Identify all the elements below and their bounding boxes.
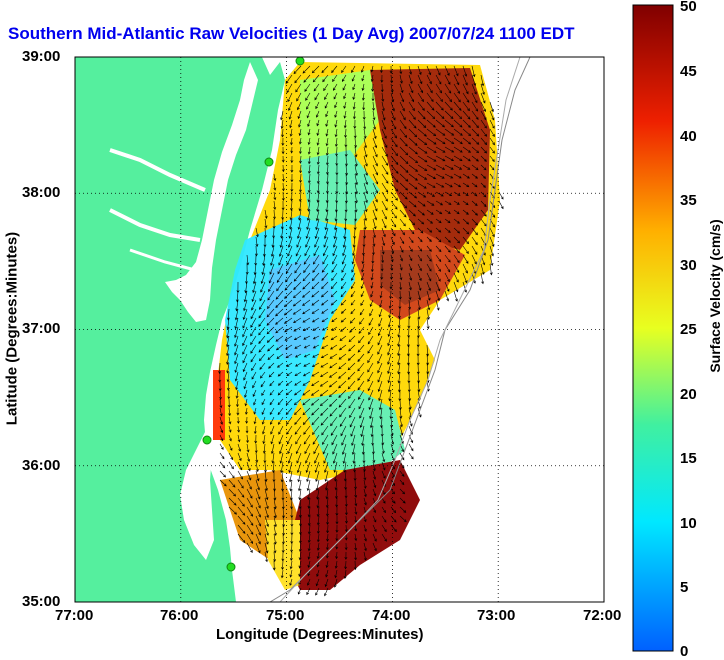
y-tick-label: 39:00 xyxy=(22,48,61,65)
y-tick-label: 37:00 xyxy=(22,320,61,337)
radar-site-marker xyxy=(226,562,236,572)
x-tick-label: 74:00 xyxy=(372,607,411,624)
bay-tributary xyxy=(109,208,201,242)
grid xyxy=(75,57,604,602)
colorbar-tick-label: 50 xyxy=(680,0,697,15)
colorbar-tick-label: 25 xyxy=(680,321,697,338)
radar-site-marker xyxy=(202,435,212,445)
delaware-bay xyxy=(262,57,276,70)
y-axis-label: Latitude (Degrees:Minutes) xyxy=(3,231,21,426)
bay-tributary xyxy=(129,248,196,272)
colorbar-tick-label: 40 xyxy=(680,128,697,145)
radar-site-marker xyxy=(264,157,274,167)
y-tick-label: 38:00 xyxy=(22,184,61,201)
radar-sites xyxy=(202,56,305,572)
y-tick-label: 36:00 xyxy=(22,457,61,474)
colorbar-tick-label: 20 xyxy=(680,386,697,403)
velocity-vectors xyxy=(218,65,504,597)
colorbar-tick-label: 45 xyxy=(680,63,697,80)
x-tick-label: 76:00 xyxy=(160,607,199,624)
colorbar-tick-label: 5 xyxy=(680,579,689,596)
sound-water xyxy=(180,430,214,560)
colorbar-tick-label: 35 xyxy=(680,192,697,209)
map-title: Southern Mid-Atlantic Raw Velocities (1 … xyxy=(8,24,575,43)
colorbar-tick-label: 15 xyxy=(680,450,697,467)
x-tick-label: 77:00 xyxy=(55,607,94,624)
colorbar-label: Surface Velocity (cm/s) xyxy=(707,219,723,373)
x-tick-label: 72:00 xyxy=(583,607,622,624)
x-tick-label: 73:00 xyxy=(477,607,516,624)
radar-site-marker xyxy=(295,56,305,66)
x-axis-label: Longitude (Degrees:Minutes) xyxy=(216,626,424,643)
y-tick-label: 35:00 xyxy=(22,593,61,610)
chesapeake-bay xyxy=(165,62,258,322)
plot-frame xyxy=(74,56,605,603)
colorbar-tick-label: 0 xyxy=(680,643,689,660)
colorbar-tick-label: 10 xyxy=(680,515,697,532)
bay-tributary xyxy=(109,148,206,192)
colorbar-tick-label: 30 xyxy=(680,257,697,274)
colorbar xyxy=(632,4,674,652)
isobath-line xyxy=(279,57,521,602)
velocity-arrow-set xyxy=(218,65,504,597)
x-tick-label: 75:00 xyxy=(266,607,305,624)
